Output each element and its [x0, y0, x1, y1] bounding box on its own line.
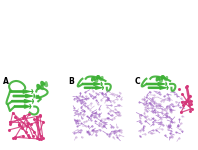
FancyArrow shape	[84, 86, 101, 89]
Text: B: B	[69, 77, 74, 86]
FancyArrow shape	[14, 105, 29, 108]
FancyArrow shape	[82, 82, 100, 85]
Text: C: C	[134, 77, 140, 86]
FancyArrow shape	[12, 100, 31, 103]
Text: A: A	[3, 77, 9, 86]
FancyArrow shape	[13, 94, 32, 98]
FancyArrow shape	[148, 86, 166, 89]
FancyArrow shape	[146, 82, 164, 85]
FancyArrow shape	[10, 90, 30, 93]
